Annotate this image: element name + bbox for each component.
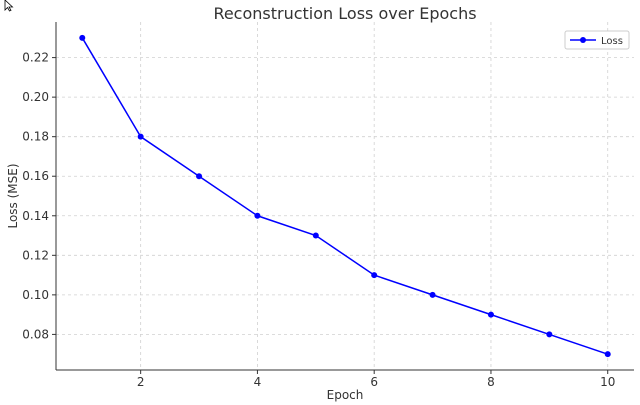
x-tick-label: 10 bbox=[600, 375, 615, 389]
legend-label: Loss bbox=[601, 36, 623, 47]
data-point bbox=[371, 272, 378, 279]
y-tick-label: 0.16 bbox=[22, 169, 49, 183]
x-tick-label: 8 bbox=[487, 375, 495, 389]
x-tick-label: 4 bbox=[254, 375, 262, 389]
legend-marker-swatch bbox=[580, 37, 586, 43]
axes bbox=[55, 22, 634, 371]
data-point bbox=[604, 351, 611, 358]
y-tick-label: 0.10 bbox=[22, 288, 49, 302]
legend: Loss bbox=[564, 30, 630, 50]
y-tick-label: 0.14 bbox=[22, 209, 49, 223]
y-tick-label: 0.22 bbox=[22, 51, 49, 65]
y-tick-label: 0.12 bbox=[22, 248, 49, 262]
ticks: 2 4 6 8 10 0.08 0.10 0.12 0.14 0.16 0.18 0.20 0.22 bbox=[22, 51, 615, 389]
data-point bbox=[487, 311, 494, 318]
x-tick-label: 2 bbox=[137, 375, 145, 389]
mouse-pointer-icon bbox=[4, 0, 14, 12]
series bbox=[79, 34, 611, 358]
series-line-loss bbox=[81, 37, 608, 355]
data-point bbox=[312, 232, 319, 239]
grid bbox=[56, 22, 634, 370]
data-point bbox=[196, 173, 203, 180]
data-point bbox=[254, 212, 261, 219]
y-axis-label: Loss (MSE) bbox=[6, 163, 20, 228]
data-point bbox=[429, 291, 436, 298]
x-axis-label: Epoch bbox=[327, 388, 364, 402]
y-tick-label: 0.18 bbox=[22, 130, 49, 144]
y-tick-label: 0.08 bbox=[22, 327, 49, 341]
data-point bbox=[137, 133, 144, 140]
chart-title: Reconstruction Loss over Epochs bbox=[213, 4, 476, 23]
y-tick-label: 0.20 bbox=[22, 90, 49, 104]
x-tick-label: 6 bbox=[370, 375, 378, 389]
legend-box bbox=[564, 30, 630, 50]
data-point bbox=[546, 331, 553, 338]
data-point bbox=[79, 34, 86, 41]
